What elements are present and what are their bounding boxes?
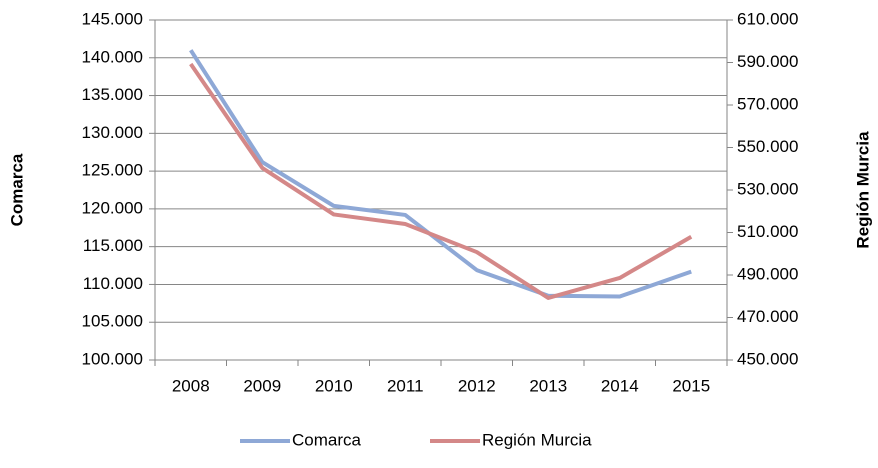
y-tick-label: 120.000 xyxy=(82,198,143,217)
y2-tick-label: 490.000 xyxy=(737,264,798,283)
y2-tick-label: 450.000 xyxy=(737,349,798,368)
y-tick-label: 125.000 xyxy=(82,161,143,180)
y-tick-label: 140.000 xyxy=(82,47,143,66)
y-tick-label: 115.000 xyxy=(83,236,143,255)
x-tick-label: 2012 xyxy=(458,376,496,395)
y2-tick-label: 550.000 xyxy=(737,137,798,156)
y-axis-title: Comarca xyxy=(7,153,26,226)
line-series xyxy=(189,49,692,299)
x-tick-label: 2011 xyxy=(387,376,424,395)
line-series xyxy=(189,62,693,300)
y2-tick-label: 590.000 xyxy=(737,52,798,71)
x-tick-label: 2015 xyxy=(672,376,710,395)
y2-tick-label: 470.000 xyxy=(737,307,798,326)
y-tick-label: 130.000 xyxy=(82,123,143,142)
legend-label: Región Murcia xyxy=(482,430,592,449)
y2-axis-title: Región Murcia xyxy=(853,131,872,249)
y-tick-label: 110.000 xyxy=(83,274,143,293)
x-tick-label: 2010 xyxy=(315,376,353,395)
y2-tick-label: 510.000 xyxy=(737,222,798,241)
y-tick-label: 135.000 xyxy=(82,85,143,104)
y2-tick-label: 530.000 xyxy=(737,179,798,198)
x-tick-label: 2009 xyxy=(243,376,281,395)
y2-tick-label: 610.000 xyxy=(737,9,798,28)
y-tick-label: 145.000 xyxy=(82,9,143,28)
x-tick-label: 2014 xyxy=(601,376,639,395)
y-tick-label: 105.000 xyxy=(82,312,143,331)
y-tick-label: 100.000 xyxy=(82,349,143,368)
legend-label: Comarca xyxy=(292,430,362,449)
y2-tick-label: 570.000 xyxy=(737,94,798,113)
x-tick-label: 2008 xyxy=(172,376,210,395)
x-tick-label: 2013 xyxy=(529,376,567,395)
